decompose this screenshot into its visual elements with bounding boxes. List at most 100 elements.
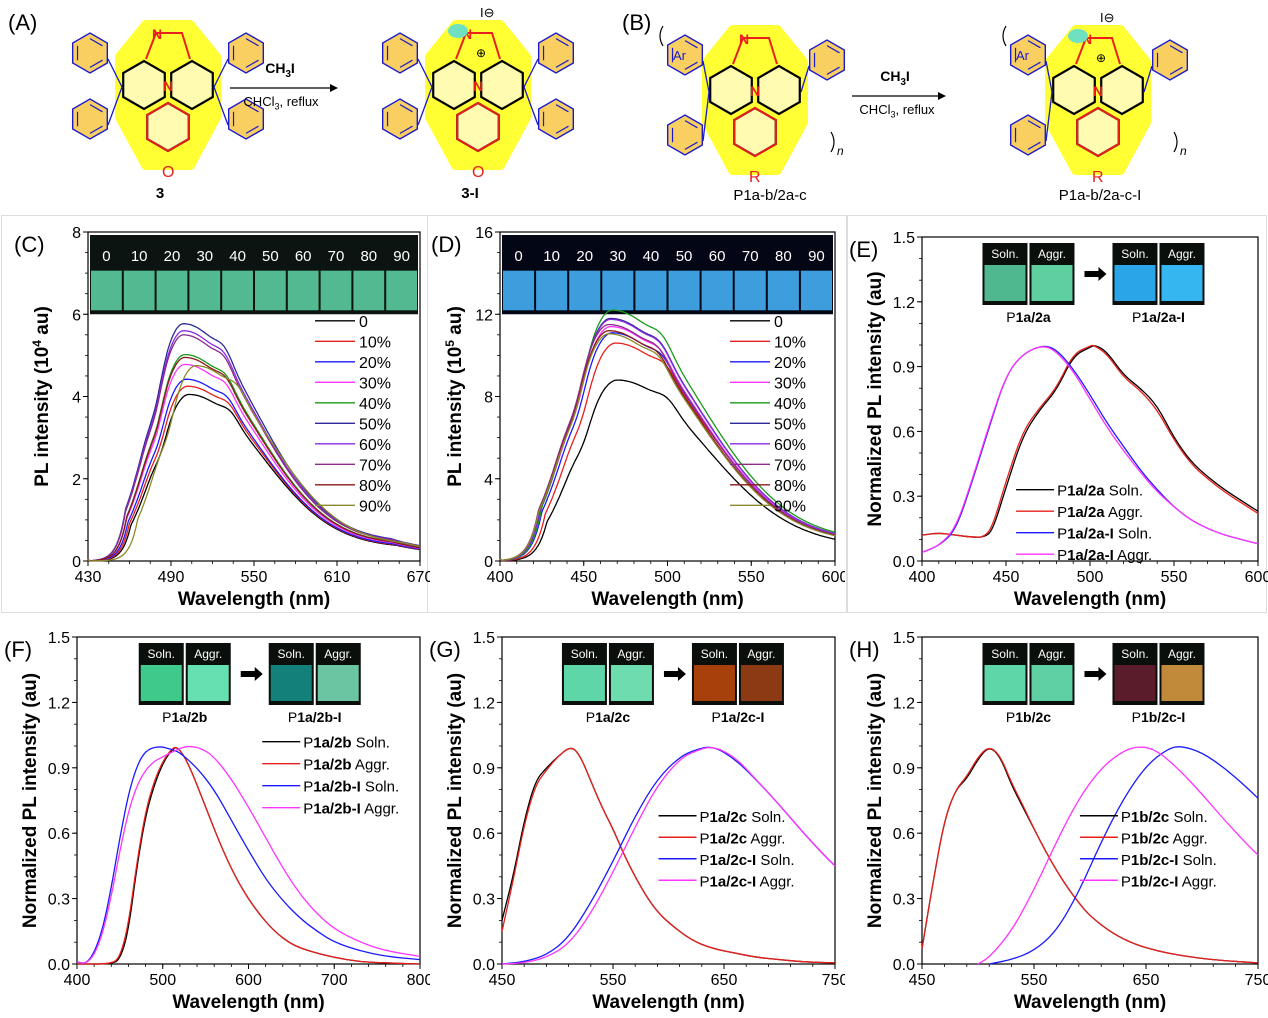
series-line-20- — [87, 378, 421, 562]
compound-3-i-structure: N N O ⊕ I⊖ — [381, 5, 575, 181]
legend-entry: 90% — [774, 498, 806, 515]
scheme-b-structures: N N R Ar n N N R ⊕ I⊖ Ar n — [659, 10, 1189, 186]
double-bond — [399, 59, 413, 68]
y-tick-label: 0.6 — [473, 826, 495, 843]
y-tick-label: 0.9 — [48, 761, 70, 778]
x-tick-label: 610 — [324, 569, 351, 586]
vial-glow — [1031, 665, 1073, 701]
vial-label: Aggr. — [1168, 247, 1196, 261]
nitrogen-atom-label: N — [462, 26, 472, 42]
legend-entry: 20% — [359, 355, 391, 372]
double-bond — [89, 59, 103, 68]
vial-label: Aggr. — [1038, 247, 1066, 261]
x-tick-label: 600 — [235, 972, 262, 989]
bond — [800, 65, 810, 93]
x-axis-label: Wavelength (nm) — [1014, 992, 1166, 1013]
panel-label-f: (F) — [4, 637, 32, 662]
series-line-70- — [499, 323, 836, 561]
bond — [1045, 91, 1053, 142]
series-line-p1a-2a-i-soln- — [921, 345, 1259, 554]
core-ring — [456, 101, 500, 153]
double-bond — [555, 59, 569, 68]
core-ring — [709, 64, 753, 116]
vial-label: 40 — [643, 248, 660, 265]
substituent-label: R — [749, 169, 761, 186]
y-tick-label: 0.9 — [893, 360, 915, 377]
inset-label-after: P1a/2b-I — [288, 709, 342, 725]
y-tick-label: 1.2 — [48, 695, 70, 712]
y-axis-label: Normalized PL intensity (au) — [445, 673, 466, 928]
series-line-50- — [87, 323, 421, 562]
vial-label: 20 — [576, 248, 593, 265]
chart-f: (F) Soln. Aggr. P1a/2b Soln. Aggr. P1a/2b-I 400… — [4, 630, 430, 1013]
vial-glow — [693, 665, 735, 701]
x-tick-label: 600 — [1245, 569, 1268, 586]
reaction-arrowhead — [330, 84, 338, 92]
nitrogen-atom-label: N — [473, 78, 483, 94]
nitrogen-atom-label: N — [152, 26, 162, 42]
vial-label: 90 — [393, 248, 410, 265]
vial-glow — [984, 265, 1026, 301]
vial-label: Aggr. — [1038, 647, 1066, 661]
vial-glow — [800, 270, 832, 311]
y-axis-label: Normalized PL intensity (au) — [865, 271, 886, 526]
y-tick-label: 1.5 — [48, 630, 70, 647]
x-tick-label: 550 — [738, 569, 765, 586]
bond — [523, 86, 539, 126]
x-axis-label: Wavelength (nm) — [1014, 589, 1166, 610]
y-tick-label: 0.9 — [893, 761, 915, 778]
vial-label: 80 — [775, 248, 792, 265]
legend-entry: 30% — [359, 375, 391, 392]
legend-entry: 60% — [359, 437, 391, 454]
imidazole-ring — [455, 32, 501, 60]
vial-glow — [984, 665, 1026, 701]
vial-glow — [1161, 665, 1203, 701]
core-ring — [122, 59, 166, 111]
legend-entry: P1b/2c-I Aggr. — [1121, 873, 1217, 890]
bond — [213, 58, 229, 88]
legend-entry: P1a/2c-I Aggr. — [700, 873, 795, 890]
y-axis-label: Normalized PL intensity (au) — [865, 673, 886, 928]
core-ring — [146, 101, 190, 153]
inset-label-after: P1b/2c-I — [1132, 709, 1186, 725]
x-tick-label: 800 — [407, 972, 430, 989]
x-axis-label: Wavelength (nm) — [592, 992, 744, 1013]
repeat-unit-n: n — [1180, 144, 1187, 158]
positive-charge-icon: ⊕ — [1096, 51, 1106, 65]
conditions-label: CHCl3, reflux — [859, 102, 935, 120]
compound-3-structure: N N O — [71, 20, 265, 181]
series-line-p1b-2c-i-aggr- — [977, 746, 1259, 965]
legend-entry: P1b/2c-I Soln. — [1121, 852, 1217, 869]
vial-glow — [270, 665, 312, 701]
reaction-scheme-a: (A) N N O N N O ⊕ I⊖ CH3I CHCl3, reflux 3 3-I — [0, 0, 620, 210]
series-line-30- — [87, 363, 421, 562]
reagent-label: CH3I — [265, 60, 295, 80]
y-tick-label: 12 — [475, 307, 493, 324]
double-bond — [89, 104, 103, 113]
vial-label: 60 — [709, 248, 726, 265]
vial-label: 40 — [229, 248, 246, 265]
legend-entry: 10% — [359, 334, 391, 351]
y-tick-label: 4 — [484, 472, 493, 489]
legend-entry: P1a/2b Aggr. — [303, 757, 390, 774]
double-bond — [826, 66, 840, 75]
polymer-i-label: P1a-b/2a-c-I — [1058, 187, 1142, 204]
y-tick-label: 6 — [72, 307, 81, 324]
double-bond — [684, 120, 698, 129]
arrow-right-icon — [240, 667, 263, 681]
legend-entry: P1a/2b-I Aggr. — [303, 801, 399, 818]
legend-entry: 40% — [774, 396, 806, 413]
vial-glow — [222, 270, 253, 311]
legend-entry: 60% — [774, 437, 806, 454]
double-bond — [245, 125, 259, 134]
arrow-right-icon — [663, 667, 686, 681]
legend-entry: P1a/2c Aggr. — [700, 830, 786, 847]
x-tick-label: 550 — [1021, 972, 1048, 989]
x-axis-label: Wavelength (nm) — [591, 589, 743, 610]
legend-entry: P1a/2a-I Soln. — [1057, 526, 1152, 543]
panel-label-h: (H) — [849, 637, 880, 662]
vial-label: Soln. — [991, 247, 1018, 261]
panel-label-g: (G) — [429, 637, 461, 662]
legend-entry: 50% — [359, 416, 391, 433]
legend-entry: P1a/2c-I Soln. — [700, 852, 795, 869]
